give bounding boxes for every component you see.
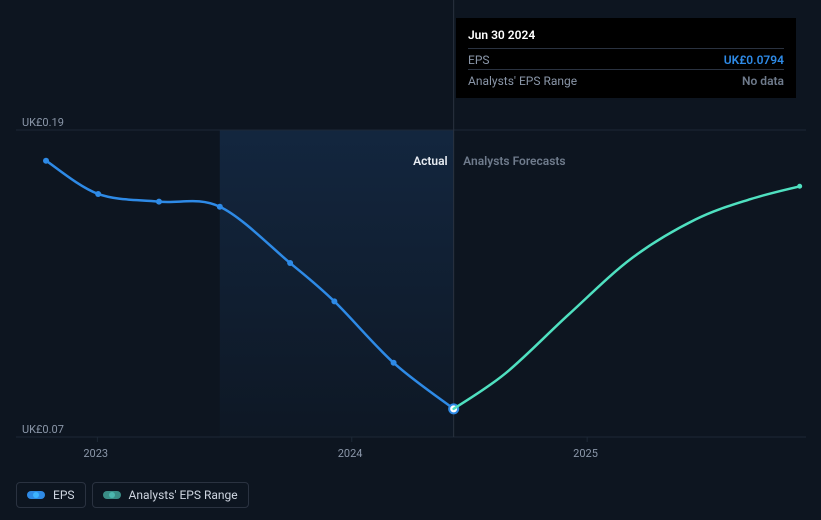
legend-label: Analysts' EPS Range	[129, 488, 238, 502]
tooltip-row-eps: EPS UK£0.0794	[468, 48, 784, 67]
tooltip-row-range: Analysts' EPS Range No data	[468, 69, 784, 88]
chart-tooltip: Jun 30 2024 EPS UK£0.0794 Analysts' EPS …	[456, 18, 796, 98]
legend-swatch	[103, 491, 121, 499]
y-axis-label: UK£0.07	[22, 423, 64, 436]
chart-legend: EPS Analysts' EPS Range	[16, 482, 249, 508]
y-axis-label: UK£0.19	[22, 116, 64, 129]
tooltip-value: No data	[742, 74, 784, 88]
x-axis-label: 2024	[338, 447, 363, 460]
legend-swatch	[27, 491, 45, 499]
legend-label: EPS	[53, 488, 75, 502]
legend-item-eps[interactable]: EPS	[16, 482, 86, 508]
x-axis-label: 2025	[573, 447, 598, 460]
region-label-actual: Actual	[413, 154, 448, 168]
legend-item-range[interactable]: Analysts' EPS Range	[92, 482, 249, 508]
tooltip-value: UK£0.0794	[724, 53, 784, 67]
tooltip-label: Analysts' EPS Range	[468, 74, 577, 88]
tooltip-date: Jun 30 2024	[468, 28, 784, 42]
x-axis-label: 2023	[83, 447, 108, 460]
region-label-forecast: Analysts Forecasts	[463, 154, 565, 168]
tooltip-label: EPS	[468, 53, 490, 67]
